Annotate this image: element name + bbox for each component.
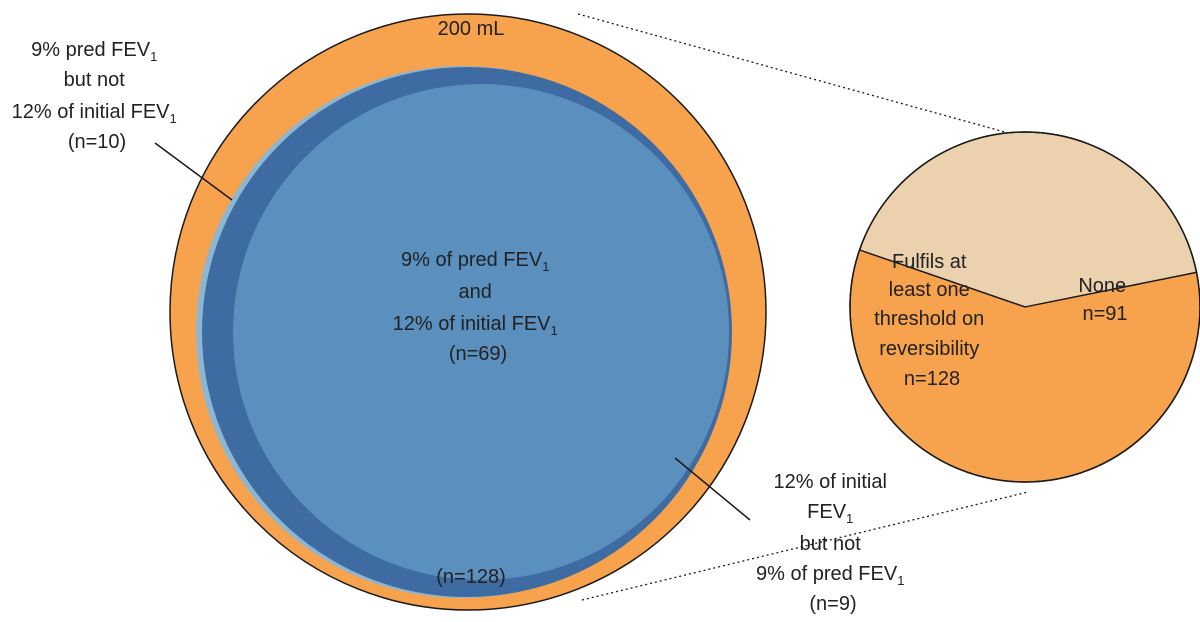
circle-overlap-both [233, 84, 729, 580]
left-label: 9% pred FEV1 but not 12% of initial FEV1… [12, 39, 183, 153]
pointer-line-bottom-right [674, 457, 751, 521]
pie-outline [849, 131, 1200, 483]
bottom-right-label: 12% of initial FEV1 but not 9% of pred F… [756, 471, 910, 615]
outer-circle-top-label: 200 mL [438, 18, 505, 40]
zoom-connector-bottom [581, 491, 1029, 601]
pointer-line-left [154, 142, 233, 201]
center-label: 9% of pred FEV1 and 12% of initial FEV1 … [393, 249, 564, 365]
reversibility-pie-chart [849, 131, 1200, 483]
pie-label-none: None n=91 [1078, 275, 1131, 325]
pie-label-fulfils: Fulfils at least one threshold on revers… [874, 251, 990, 390]
outer-circle-bottom-label: (n=128) [436, 566, 506, 588]
zoom-connector-top [577, 13, 1049, 145]
